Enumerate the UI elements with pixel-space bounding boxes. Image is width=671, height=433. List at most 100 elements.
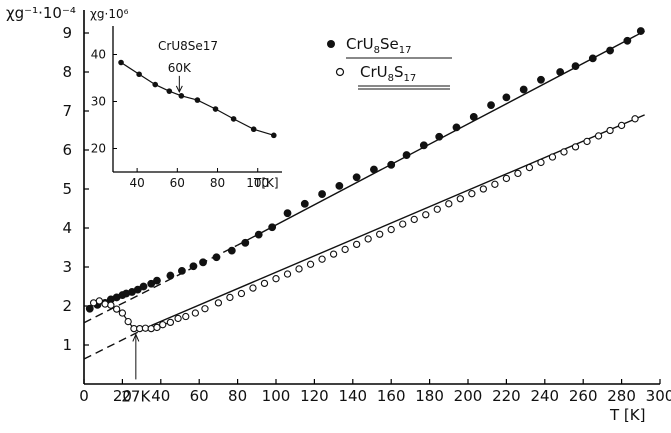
- x-tick-label: 120: [300, 387, 329, 405]
- legend-marker-open: [335, 67, 345, 77]
- data-point-crus: [329, 250, 338, 258]
- inset-x-tick-label: 80: [210, 176, 225, 190]
- data-point-crus: [548, 153, 557, 161]
- main-y-axis-title: χg⁻¹·10⁻⁴: [6, 4, 76, 22]
- data-point-crus: [260, 279, 269, 288]
- data-point-crus: [318, 255, 326, 263]
- legend-label-crus: CrU8S17: [360, 63, 416, 84]
- data-point-crusse: [623, 36, 632, 45]
- inset-data-point: [271, 132, 277, 139]
- data-point-crus: [95, 297, 104, 305]
- data-point-crus: [617, 121, 626, 130]
- inset-data-point: [136, 71, 142, 78]
- inset-data-point: [118, 59, 124, 66]
- data-point-crusse: [139, 282, 148, 291]
- x-tick-label: 100: [262, 387, 291, 405]
- inset-curve: [120, 61, 274, 136]
- data-point-crus: [101, 300, 109, 308]
- y-tick-label: 7: [62, 102, 72, 120]
- inset-series-line: [120, 61, 274, 136]
- x-tick-label: 200: [454, 387, 483, 405]
- data-point-crus: [174, 314, 182, 323]
- data-point-crusse: [178, 266, 186, 275]
- data-point-crus: [537, 158, 545, 167]
- x-tick-label: 240: [530, 387, 559, 405]
- main-x-ticks: 0 20 40 60 80 100 120 140 160 180 200 220 240 260 280 3…: [79, 379, 671, 405]
- data-point-crusse: [402, 151, 411, 159]
- data-point-crusse: [452, 123, 461, 132]
- data-point-crus: [606, 126, 614, 135]
- data-point-crusse: [571, 62, 580, 71]
- data-point-crus: [107, 301, 115, 309]
- data-point-crus: [525, 163, 534, 172]
- data-point-crus: [433, 205, 441, 213]
- data-point-crus: [226, 293, 234, 302]
- data-point-crusse: [435, 132, 444, 141]
- data-point-crusse: [153, 276, 161, 285]
- data-point-crusse: [199, 258, 207, 267]
- data-point-crus: [237, 289, 246, 298]
- inset-data-point: [212, 106, 219, 112]
- inset-x-axis-title: T[K]: [253, 176, 279, 190]
- inset-y-tick-label: 40: [91, 48, 106, 62]
- data-point-crusse: [227, 246, 236, 255]
- data-point-crus: [399, 220, 407, 228]
- data-point-crusse: [502, 93, 511, 102]
- y-tick-label: 3: [62, 258, 72, 276]
- legend: CrU8Se17 CrU8S17: [327, 35, 452, 90]
- inset-x-ticks: 40 60 80 100: [129, 168, 269, 190]
- data-point-crus: [306, 260, 315, 268]
- x-tick-label: 60: [190, 387, 209, 405]
- legend-label-crusse: CrU8Se17: [346, 35, 411, 56]
- inset-x-tick-label: 60: [170, 176, 185, 190]
- data-point-crus: [583, 137, 591, 146]
- inset-annotation-arrowhead: [175, 85, 183, 93]
- inset-plot: 40 60 80 100 20 30 40 60K χg·10⁶ CrU8Se17 T[K…: [90, 7, 282, 190]
- data-point-crusse: [166, 271, 175, 280]
- data-point-crusse: [318, 190, 326, 198]
- data-point-crus: [514, 169, 522, 178]
- data-point-crus: [479, 185, 488, 193]
- data-point-crusse: [370, 165, 378, 174]
- main-annotations: 27K: [121, 333, 151, 405]
- x-tick-label: 160: [377, 387, 406, 405]
- inset-data-point: [250, 126, 257, 133]
- data-point-crus: [159, 321, 167, 329]
- y-tick-label: 6: [62, 141, 72, 159]
- inset-title: CrU8Se17: [158, 39, 218, 53]
- data-points: [85, 27, 645, 333]
- data-point-crusse: [519, 85, 528, 94]
- data-point-crus: [249, 284, 257, 292]
- fit-line-solid: [150, 114, 645, 327]
- y-tick-label: 2: [62, 297, 72, 315]
- data-point-crus: [295, 265, 303, 273]
- data-point-crusse: [300, 199, 309, 208]
- data-point-crusse: [588, 54, 597, 63]
- inset-data-point: [230, 116, 237, 122]
- y-tick-label: 9: [62, 24, 72, 42]
- data-point-crus: [182, 312, 190, 321]
- inset-data-point: [166, 88, 173, 94]
- inset-y-tick-label: 20: [91, 142, 106, 156]
- y-tick-label: 8: [62, 63, 72, 81]
- y-tick-label: 5: [62, 180, 72, 198]
- data-point-crus: [124, 317, 132, 326]
- data-point-crusse: [537, 75, 545, 84]
- data-point-crus: [341, 245, 349, 254]
- x-tick-label: 0: [79, 387, 89, 405]
- data-point-crus: [631, 115, 639, 123]
- data-point-crusse: [387, 160, 396, 169]
- data-point-crus: [214, 299, 223, 307]
- inset-x-tick-label: 100: [246, 176, 269, 190]
- x-tick-label: 220: [492, 387, 521, 405]
- annotation-27k: 27K: [121, 387, 151, 405]
- x-tick-label: 300: [646, 387, 671, 405]
- data-point-crus: [410, 215, 418, 224]
- y-tick-label: 4: [62, 219, 72, 237]
- y-tick-label: 1: [62, 336, 72, 354]
- data-point-crusse: [419, 141, 428, 150]
- inset-data-point: [152, 81, 159, 88]
- annotation-arrowhead-27k: [132, 333, 140, 342]
- data-point-crus: [445, 200, 453, 208]
